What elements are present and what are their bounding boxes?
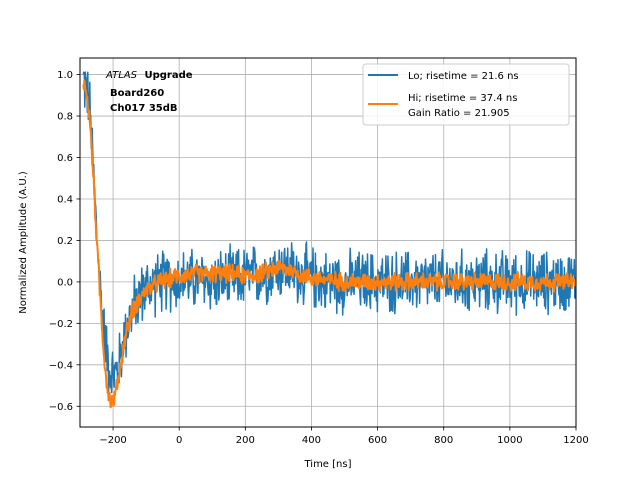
x-tick-label: 1000 [497, 435, 522, 446]
series-group [82, 71, 576, 409]
y-tick-label: 0.6 [57, 153, 73, 164]
y-tick-label: −0.6 [49, 402, 73, 413]
legend-label-lo: Lo; risetime = 21.6 ns [408, 71, 519, 82]
y-tick-label: −0.4 [49, 360, 73, 371]
axis-ticks: −200 0 200 400 600 800 1000 1200 −0.6 −0.4 −0.2 0.0… [49, 70, 589, 446]
y-axis-title: Normalized Amplitude (A.U.) [18, 171, 29, 314]
legend-label-hi: Hi; risetime = 37.4 ns [408, 93, 517, 104]
y-tick-label: 0.2 [57, 236, 73, 247]
x-tick-label: 1200 [563, 435, 588, 446]
y-tick-label: 0.8 [57, 112, 73, 123]
x-tick-label: −200 [99, 435, 126, 446]
y-tick-label: 1.0 [57, 70, 73, 81]
channel-label: Ch017 35dB [110, 103, 178, 114]
x-tick-label: 800 [434, 435, 453, 446]
legend-label-gain: Gain Ratio = 21.905 [408, 108, 510, 119]
legend: Lo; risetime = 21.6 ns Hi; risetime = 37… [362, 63, 570, 126]
svg-text:ATLAS Upgrade: ATLAS Upgrade [105, 70, 193, 81]
x-axis-title: Time [ns] [303, 459, 351, 470]
x-tick-label: 0 [176, 435, 182, 446]
y-tick-label: 0.0 [57, 277, 73, 288]
x-tick-label: 600 [368, 435, 387, 446]
board-label: Board260 [110, 88, 164, 99]
atlas-label: ATLAS [105, 70, 138, 81]
legend-box [362, 63, 570, 126]
y-tick-label: −0.2 [49, 319, 73, 330]
y-tick-label: 0.4 [57, 194, 73, 205]
x-tick-label: 200 [236, 435, 255, 446]
atlas-annotation: ATLAS Upgrade Board260 Ch017 35dB [105, 70, 193, 114]
series-line-hi [82, 79, 576, 409]
upgrade-label: Upgrade [144, 70, 192, 81]
x-tick-label: 400 [302, 435, 321, 446]
plot-frame [79, 57, 577, 428]
